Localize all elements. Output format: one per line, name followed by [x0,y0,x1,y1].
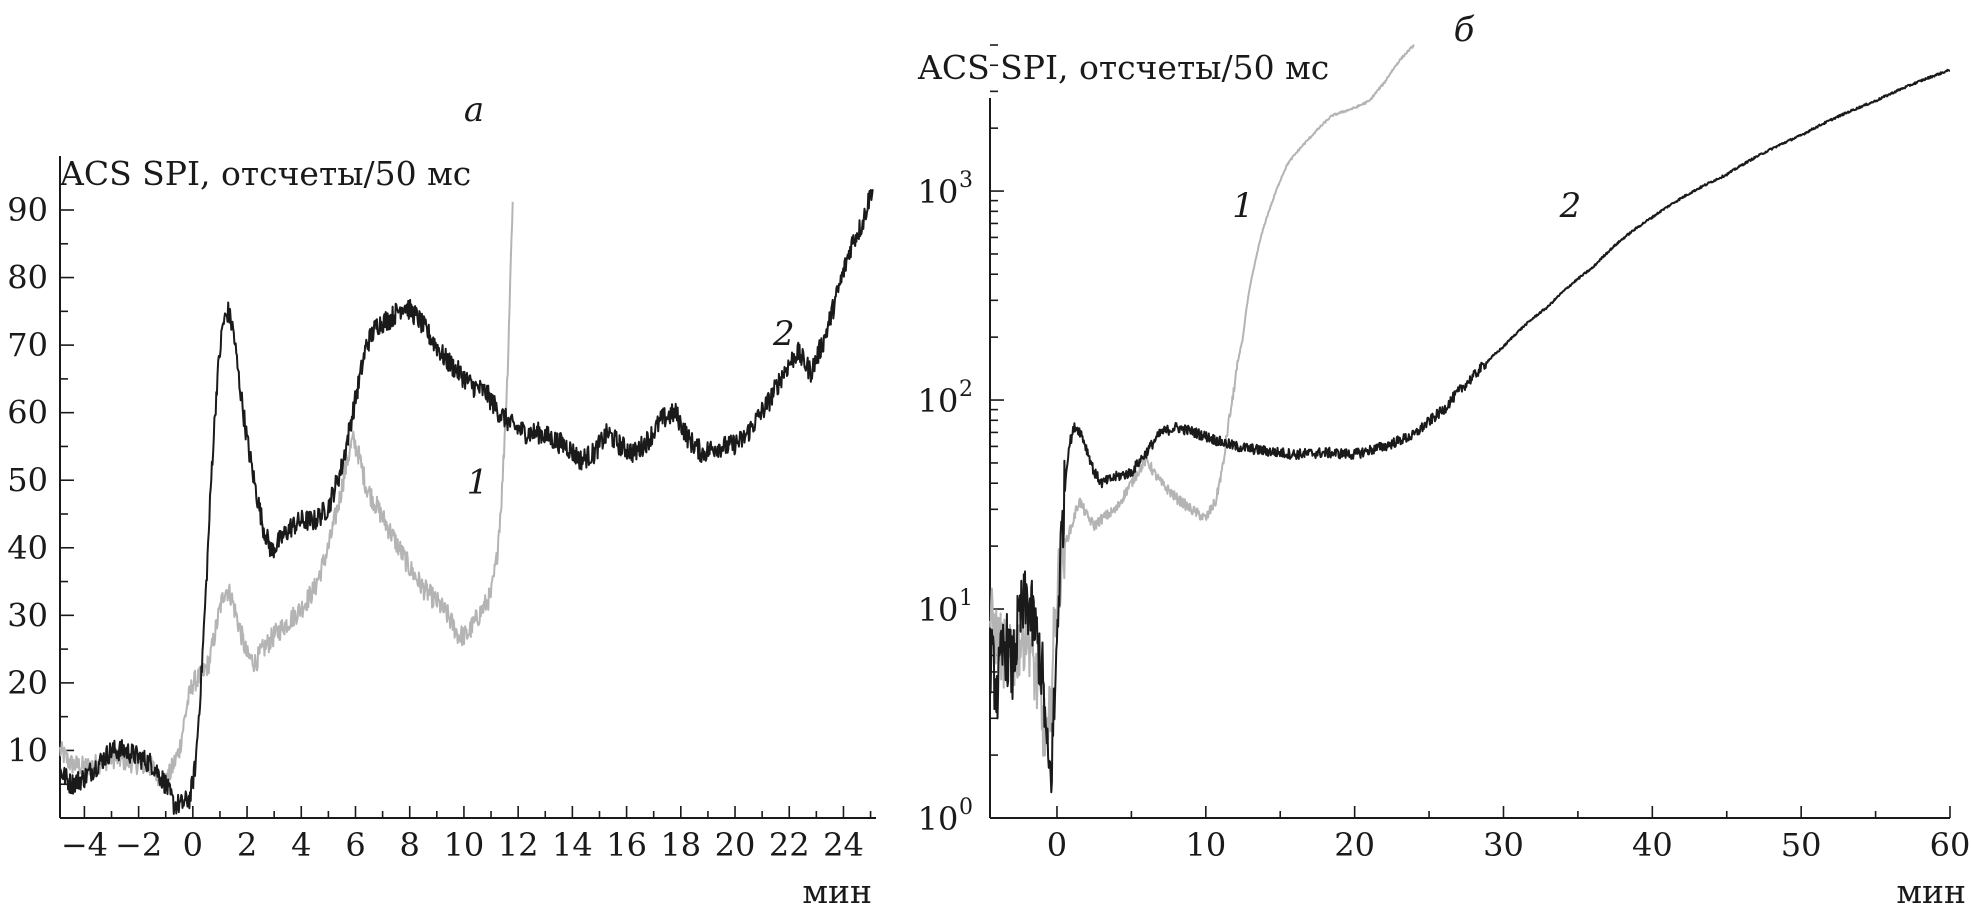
x-tick-label: 22 [769,826,810,864]
panel-b-label: б [1454,10,1475,50]
panel-b-x-ticks: 0 10 20 30 40 50 60 [1047,806,1971,864]
series-label-1: 1 [1232,186,1254,226]
x-tick-label: 6 [345,826,365,864]
y-tick-label: 20 [7,664,48,702]
x-tick-label: 20 [1334,826,1375,864]
x-tick-label: 50 [1781,826,1822,864]
y-tick-label: 10 [918,591,959,629]
x-tick-label: 24 [823,826,864,864]
y-tick-exponent: 2 [959,377,973,402]
panel-a-x-ticks: −4 −2 0 2 4 6 8 10 12 14 16 18 20 22 24 [61,806,872,864]
x-tick-label: 14 [552,826,593,864]
x-tick-label: 20 [715,826,756,864]
panel-b-x-axis-title: мин [1896,872,1966,911]
series-label-1: 1 [467,463,489,503]
x-tick-label: 0 [183,826,203,864]
panel-a-label: а [464,90,484,130]
panel-a-series: 12 [59,189,874,815]
y-tick-label: 60 [7,394,48,432]
x-tick-label: 12 [498,826,539,864]
x-tick-label: 8 [400,826,420,864]
x-tick-label: 10 [444,826,485,864]
x-tick-label: −4 [61,826,108,864]
x-tick-label: 18 [660,826,701,864]
x-tick-label: 0 [1047,826,1067,864]
y-tick-label: 80 [7,259,48,297]
x-tick-label: 2 [237,826,257,864]
y-tick-label: 90 [7,191,48,229]
y-tick-exponent: 1 [959,586,973,611]
panel-a-x-axis-title: мин [802,872,872,911]
x-tick-label: 60 [1930,826,1971,864]
panel-a-y-axis-title: ACS SPI, отсчеты/50 мс [59,154,471,193]
x-tick-label: −2 [115,826,162,864]
series-label-2: 2 [772,314,795,354]
series-line-2 [59,189,874,815]
y-tick-label: 10 [7,731,48,769]
x-tick-label: 4 [291,826,311,864]
series-line-1 [59,201,514,791]
series-line-1 [989,44,1415,757]
panel-a-y-ticks: 10 20 30 40 50 60 70 80 90 [7,191,74,786]
x-tick-label: 40 [1632,826,1673,864]
series-line-2 [989,68,1951,794]
x-tick-label: 30 [1483,826,1524,864]
panel-a: а ACS SPI, отсчеты/50 мс 102030405060708… [7,90,876,911]
y-tick-exponent: 3 [959,168,973,193]
y-tick-label: 10 [918,173,959,211]
series-label-2: 2 [1559,186,1582,226]
y-tick-label: 10 [918,382,959,420]
y-tick-label: 30 [7,596,48,634]
y-tick-exponent: 0 [959,795,973,820]
x-tick-label: 10 [1185,826,1226,864]
panel-b-y-axis-title: ACS SPI, отсчеты/50 мс [917,48,1329,87]
x-tick-label: 16 [606,826,647,864]
y-tick-label: 50 [7,461,48,499]
y-tick-label: 70 [7,326,48,364]
y-tick-label: 10 [918,800,959,838]
y-tick-label: 40 [7,529,48,567]
